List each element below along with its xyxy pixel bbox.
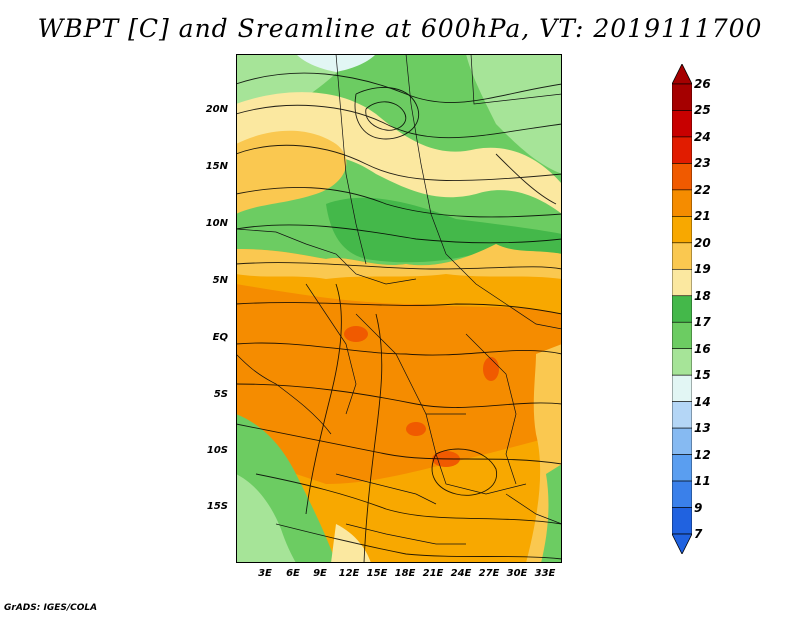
colorbar-label: 13 <box>694 421 711 436</box>
wbpt-green-core <box>326 197 562 263</box>
lon-label-15e: 15E <box>366 568 388 579</box>
lon-label-9e: 9E <box>313 568 327 579</box>
wbpt-green-se <box>541 464 562 563</box>
lat-label-20n: 20N <box>205 104 228 115</box>
country-borders <box>236 54 562 545</box>
colorbar-box <box>672 268 692 297</box>
colorbar-box <box>672 401 692 429</box>
colorbar-label: 26 <box>694 77 711 91</box>
colorbar-box <box>672 136 692 164</box>
colorbar-box <box>672 480 692 508</box>
colorbar-label: 7 <box>694 527 703 541</box>
chart-title: WBPT [C] and Sreamline at 600hPa, VT: 20… <box>37 14 763 43</box>
wbpt-lightgreen-ne <box>466 54 562 174</box>
colorbar-box <box>672 427 692 455</box>
colorbar <box>672 64 692 554</box>
wbpt-hotspot-3 <box>406 422 426 436</box>
colorbar-box <box>672 507 692 535</box>
lat-label-5n: 5N <box>212 275 228 286</box>
colorbar-box <box>672 348 692 376</box>
lat-label-10s: 10S <box>206 445 228 456</box>
colorbar-label: 21 <box>694 209 711 224</box>
colorbar-box <box>672 374 692 402</box>
wbpt-orange-center <box>236 284 562 484</box>
colorbar-label: 12 <box>694 447 711 462</box>
footer-credit: GrADS: IGES/COLA <box>4 603 98 613</box>
colorbar-label: 24 <box>694 129 711 144</box>
colorbar-label: 15 <box>694 368 711 383</box>
wbpt-pale-north <box>296 54 376 72</box>
lon-label-18e: 18E <box>394 568 416 579</box>
lat-label-15n: 15N <box>205 161 228 172</box>
colorbar-label: 25 <box>694 103 711 118</box>
lat-label-eq: EQ <box>212 332 228 343</box>
wbpt-hotspot-1 <box>344 326 368 342</box>
lon-label-33e: 33E <box>534 568 556 579</box>
colorbar-label: 16 <box>694 341 711 356</box>
colorbar-label: 18 <box>694 288 711 303</box>
colorbar-box <box>672 321 692 350</box>
colorbar-under-triangle <box>672 533 692 554</box>
colorbar-label: 17 <box>694 315 711 330</box>
colorbar-box <box>672 295 692 323</box>
lon-label-12e: 12E <box>338 568 360 579</box>
wbpt-yellow-west <box>236 130 347 214</box>
wbpt-yellow-5n <box>236 244 562 279</box>
wbpt-yellow-band <box>236 92 562 214</box>
colorbar-box <box>672 83 692 111</box>
colorbar-label: 11 <box>694 474 711 489</box>
colorbar-label: 9 <box>694 500 703 515</box>
lon-label-24e: 24E <box>450 568 472 579</box>
wbpt-lightgreen-sw <box>236 474 296 563</box>
wbpt-lightgreen-nw <box>236 54 356 164</box>
lat-label-10n: 10N <box>205 218 228 229</box>
colorbar-label: 19 <box>694 262 711 277</box>
wbpt-yellow-south <box>331 524 371 563</box>
colorbar-box <box>672 454 692 482</box>
colorbar-box <box>672 216 692 244</box>
lon-label-21e: 21E <box>422 568 444 579</box>
wbpt-hotspot-2 <box>483 357 499 381</box>
colorbar-label: 14 <box>694 394 711 409</box>
colorbar-over-triangle <box>672 64 692 85</box>
colorbar-label: 20 <box>694 235 711 250</box>
map-panel <box>236 54 562 563</box>
lon-label-30e: 30E <box>506 568 528 579</box>
colorbar-box <box>672 189 692 217</box>
lon-label-27e: 27E <box>478 568 500 579</box>
lat-label-5s: 5S <box>213 389 228 400</box>
colorbar-box <box>672 242 692 270</box>
lon-label-3e: 3E <box>258 568 272 579</box>
map-svg <box>236 54 562 563</box>
map-frame <box>236 54 562 563</box>
colorbar-box <box>672 163 692 191</box>
colorbar-label: 22 <box>694 182 711 197</box>
colorbar-label: 23 <box>694 156 711 171</box>
lon-label-6e: 6E <box>286 568 300 579</box>
lat-label-15s: 15S <box>206 501 228 512</box>
colorbar-box <box>672 110 692 138</box>
streamlines <box>236 72 562 563</box>
